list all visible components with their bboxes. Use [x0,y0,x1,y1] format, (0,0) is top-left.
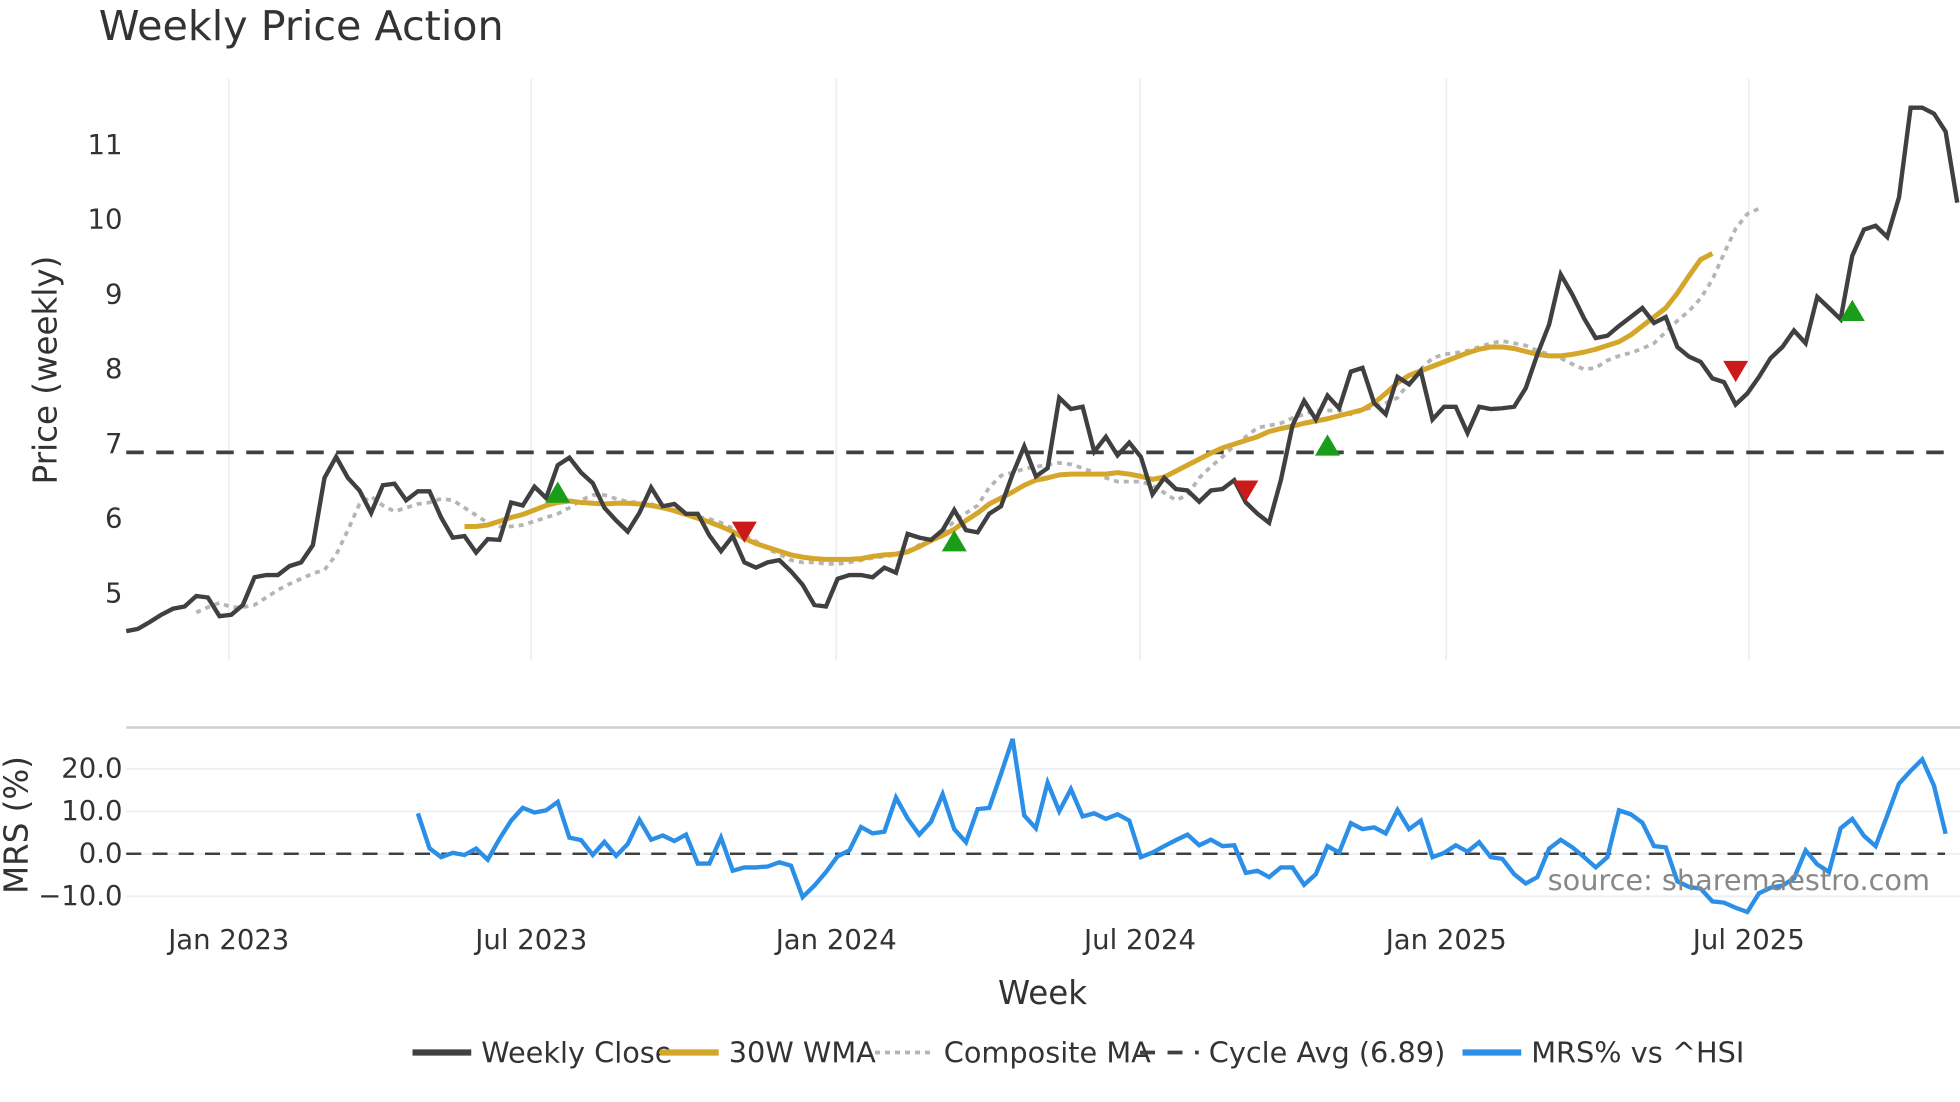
mrs-y-ticks: 20.0 10.0 0.0 −10.0 [38,753,122,913]
legend-item[interactable]: Composite MA [875,1036,1151,1070]
sell-signal-icon [731,521,757,543]
price-y-axis-label: Price (weekly) [26,256,64,485]
svg-text:6: 6 [105,503,123,535]
svg-text:10: 10 [88,204,123,236]
wma-30w-line [464,251,1714,562]
mrs-y-axis-label: MRS (%) [0,756,36,894]
x-tick-label: Jul 2025 [1691,924,1805,956]
svg-text:Weekly Close: Weekly Close [481,1036,672,1070]
price-y-ticks: 5 6 7 8 9 10 11 [88,129,123,610]
vertical-gridlines [227,78,1750,661]
mrs-line [415,738,1948,915]
svg-text:9: 9 [105,278,123,310]
source-watermark: source: sharemaestro.com [1548,863,1930,897]
legend-item[interactable]: MRS% vs ^HSI [1462,1036,1745,1070]
x-tick-label: Jan 2023 [166,924,289,956]
svg-text:8: 8 [105,353,123,385]
svg-text:5: 5 [105,578,123,610]
mrs-panel: 20.0 10.0 0.0 −10.0 MRS (%) source: sharema… [0,738,1960,915]
legend-item[interactable]: Cycle Avg (6.89) [1140,1036,1445,1070]
buy-signal-icon [1314,434,1340,456]
buy-signal-icon [545,481,571,503]
svg-text:Composite MA: Composite MA [944,1036,1151,1070]
weekly-close-line [125,105,1960,634]
svg-text:MRS% vs ^HSI: MRS% vs ^HSI [1531,1036,1744,1070]
svg-text:−10.0: −10.0 [38,880,122,912]
x-tick-label: Jan 2025 [1384,924,1507,956]
buy-signal-icon [941,530,967,552]
x-tick-label: Jul 2024 [1082,924,1196,956]
svg-text:20.0: 20.0 [61,753,122,785]
svg-text:10.0: 10.0 [61,795,122,827]
svg-text:11: 11 [88,129,123,161]
legend: Weekly Close 30W WMA Composite MA Cycle Avg… [412,1036,1745,1070]
chart-title: Weekly Price Action [99,2,504,50]
sell-signal-icon [1723,360,1749,383]
sell-signal-icon [1233,480,1259,502]
svg-text:7: 7 [105,428,123,460]
legend-item[interactable]: 30W WMA [660,1036,876,1070]
legend-item[interactable]: Weekly Close [412,1036,673,1070]
buy-signal-icon [1839,299,1865,322]
x-axis-ticks: Jan 2023 Jul 2023 Jan 2024 Jul 2024 Jan 2025… [166,924,1805,956]
svg-text:Cycle Avg (6.89): Cycle Avg (6.89) [1209,1036,1446,1070]
x-tick-label: Jan 2024 [774,924,897,956]
x-tick-label: Jul 2023 [473,924,587,956]
composite-ma-line [195,206,1760,615]
svg-text:30W WMA: 30W WMA [729,1036,876,1070]
signal-markers [545,299,1865,552]
svg-text:0.0: 0.0 [79,838,123,870]
price-panel: 5 6 7 8 9 10 11 Price (weekly) [26,78,1960,661]
x-axis-label: Week [998,974,1087,1012]
